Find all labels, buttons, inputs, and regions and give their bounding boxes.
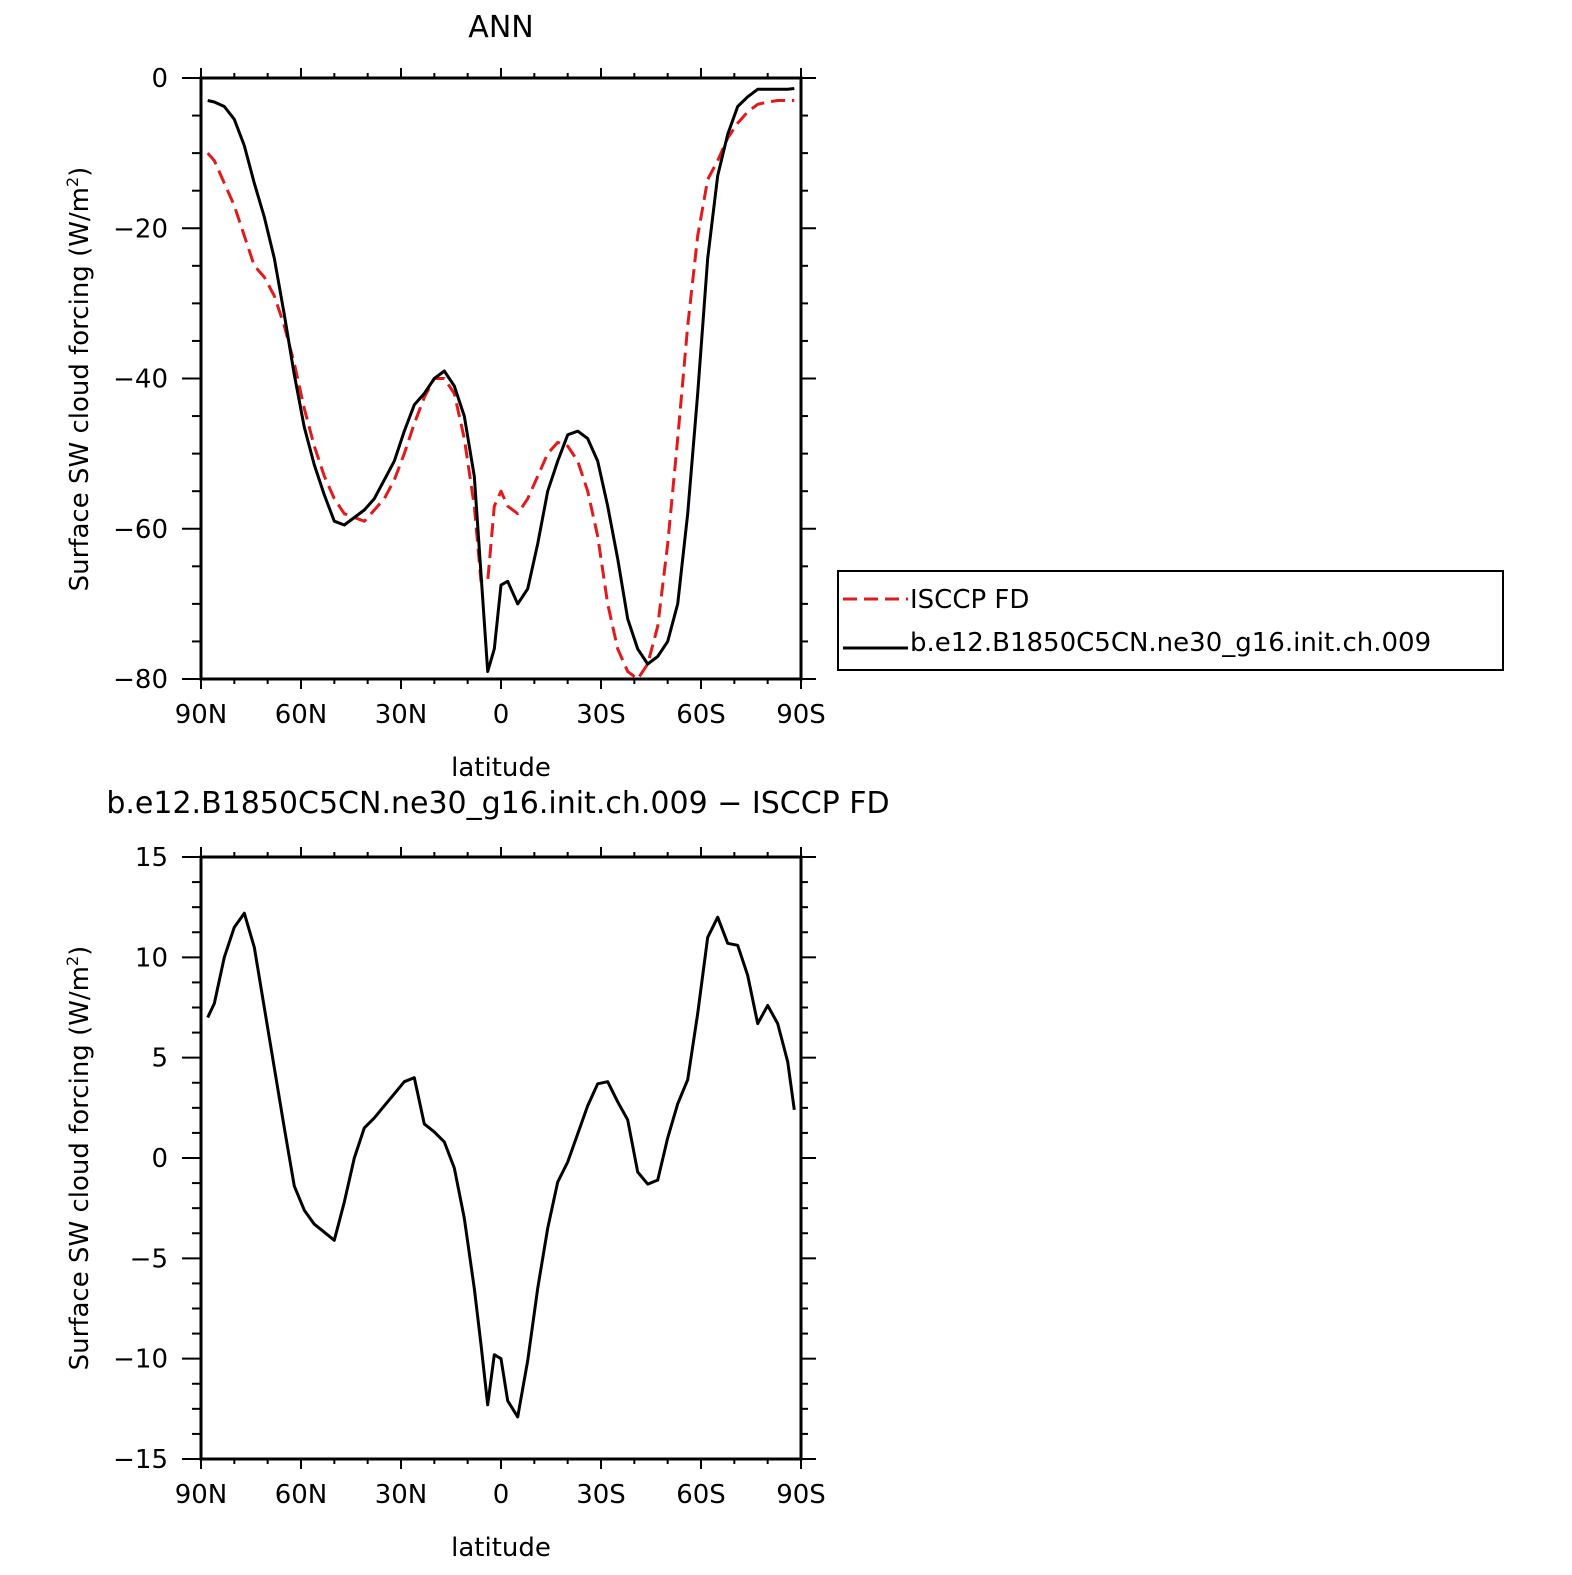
x-axis-label: latitude — [451, 753, 551, 783]
panel-top: ANN 90N 60N 30N 0 30S 60S 90S 0 −20 −40 −60 −80 lat… — [63, 10, 1504, 783]
y-tick-label: 15 — [135, 843, 168, 873]
panel-bottom: b.e12.B1850C5CN.ne30_g16.init.ch.009 − I… — [63, 786, 890, 1563]
series-layer — [206, 911, 796, 1419]
plot-frame — [199, 855, 803, 1461]
y-axis-label: Surface SW cloud forcing (W/m2) — [63, 167, 95, 592]
y-tick-label: −15 — [113, 1445, 168, 1475]
axis-ticks: 90N 60N 30N 0 30S 60S 90S 15 10 5 0 −5 −10 −15 — [113, 843, 826, 1510]
y-axis-label: Surface SW cloud forcing (W/m2) — [63, 946, 95, 1371]
y-axis-label-superscript: 2 — [63, 177, 82, 187]
y-tick-label: −40 — [113, 365, 168, 395]
series-line-model — [207, 87, 795, 673]
x-tick-label: 90S — [776, 1480, 826, 1510]
y-tick-label: −60 — [113, 515, 168, 545]
chart-title: b.e12.B1850C5CN.ne30_g16.init.ch.009 − I… — [106, 786, 889, 821]
x-tick-label: 60S — [676, 1480, 726, 1510]
y-tick-label: 5 — [151, 1044, 168, 1074]
legend-box — [837, 570, 1504, 671]
series-layer — [206, 87, 795, 681]
x-tick-label: 0 — [493, 1480, 510, 1510]
legend-label-model: b.e12.B1850C5CN.ne30_g16.init.ch.009 — [910, 628, 1431, 658]
legend: ISCCP FD b.e12.B1850C5CN.ne30_g16.init.c… — [837, 570, 1504, 671]
legend-label-obs: ISCCP FD — [910, 585, 1029, 615]
axis-ticks: 90N 60N 30N 0 30S 60S 90S 0 −20 −40 −60 −80 — [113, 64, 826, 730]
x-tick-label: 60N — [275, 700, 328, 730]
y-axis-label-close: ) — [65, 167, 95, 177]
y-tick-label: −80 — [113, 665, 168, 695]
series-line-model — [206, 911, 796, 1419]
y-tick-label: 0 — [151, 64, 168, 94]
x-tick-label: 60N — [275, 1480, 328, 1510]
y-tick-label: −10 — [113, 1345, 168, 1375]
y-axis-label-text: Surface SW cloud forcing (W/m — [65, 187, 95, 591]
y-axis-label-close: ) — [65, 946, 95, 956]
y-tick-label: 10 — [135, 943, 168, 973]
x-tick-label: 90N — [175, 700, 228, 730]
x-tick-label: 30S — [576, 1480, 626, 1510]
y-tick-label: 0 — [151, 1144, 168, 1174]
series-line-obs — [206, 99, 795, 681]
x-axis-label: latitude — [451, 1533, 551, 1563]
x-tick-label: 90N — [175, 1480, 228, 1510]
x-tick-label: 30N — [375, 1480, 428, 1510]
y-axis-label-text: Surface SW cloud forcing (W/m — [65, 966, 95, 1370]
y-tick-label: −20 — [113, 214, 168, 244]
y-tick-label: −5 — [130, 1244, 168, 1274]
chart-title: ANN — [468, 10, 533, 45]
x-tick-label: 30S — [576, 700, 626, 730]
x-tick-label: 90S — [776, 700, 826, 730]
y-axis-label-superscript: 2 — [63, 956, 82, 966]
x-tick-label: 30N — [375, 700, 428, 730]
x-tick-label: 60S — [676, 700, 726, 730]
x-tick-label: 0 — [493, 700, 510, 730]
